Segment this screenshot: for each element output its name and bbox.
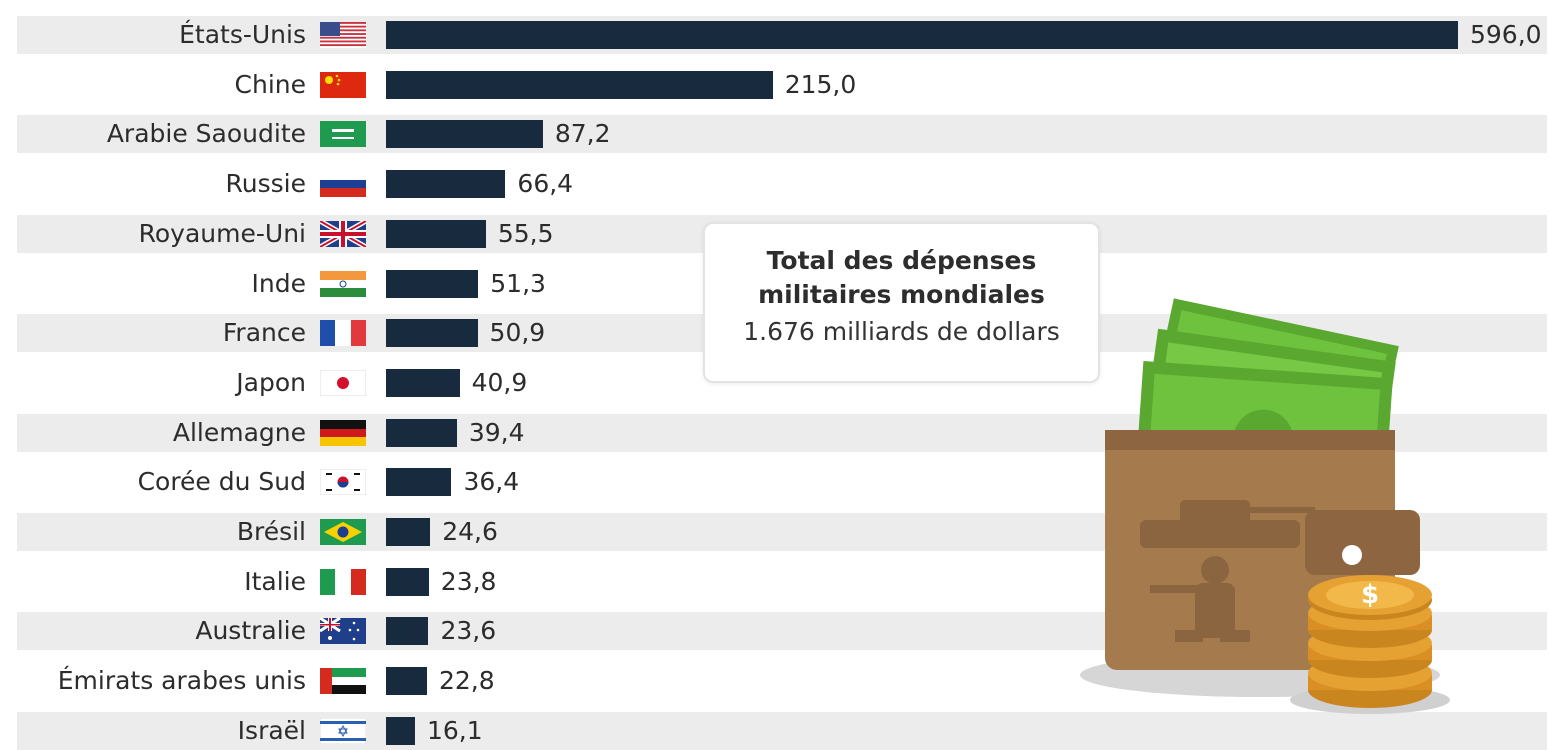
value-label: 40,9 <box>471 367 528 397</box>
value-label: 16,1 <box>426 715 483 745</box>
value-label: 24,6 <box>442 517 498 546</box>
category-label: Japon <box>236 367 306 397</box>
flag-fr-icon <box>320 320 366 347</box>
flag-gb-icon <box>320 220 366 247</box>
bar <box>386 418 457 447</box>
category-label: Australie <box>195 616 306 646</box>
category-label: France <box>222 318 306 348</box>
value-label: 23,6 <box>440 616 497 646</box>
flag-br-icon <box>320 519 366 545</box>
flag-cn-icon <box>320 71 366 98</box>
row-band <box>17 115 1547 154</box>
bar <box>386 567 429 596</box>
bar <box>386 617 429 646</box>
bar <box>386 219 486 248</box>
bar <box>386 667 427 696</box>
category-label: Chine <box>234 69 306 99</box>
flag-sa-icon <box>320 121 366 148</box>
category-label: Allemagne <box>172 417 306 447</box>
flag-jp-icon <box>320 369 366 396</box>
bar <box>386 518 431 546</box>
flag-il-icon <box>320 717 366 744</box>
value-label: 215,0 <box>784 69 857 99</box>
value-label: 39,4 <box>468 417 525 447</box>
value-label: 51,3 <box>490 268 546 298</box>
value-label: 36,4 <box>463 467 520 497</box>
value-label: 22,8 <box>439 666 495 696</box>
category-label: Royaume-Uni <box>138 218 306 248</box>
category-label: Italie <box>244 566 306 596</box>
category-label: États-Unis <box>179 20 306 49</box>
bar <box>386 120 543 149</box>
bar <box>386 70 773 99</box>
category-label: Inde <box>251 268 306 298</box>
bar <box>386 269 479 298</box>
flag-ru-icon <box>320 171 366 198</box>
category-label: Israël <box>237 715 306 745</box>
value-label: 66,4 <box>517 169 574 199</box>
bar <box>386 319 478 348</box>
bar <box>386 468 452 497</box>
callout-title: Total des dépenses militaires mondiales <box>705 244 1098 312</box>
flag-it-icon <box>320 568 366 595</box>
flag-ae-icon <box>320 668 366 695</box>
value-label: 596,0 <box>1470 20 1542 49</box>
wallet-money-coins-icon: $ <box>1080 298 1450 714</box>
category-label: Brésil <box>236 517 306 546</box>
bar <box>386 368 460 397</box>
category-label: Émirats arabes unis <box>57 666 306 696</box>
total-callout: Total des dépenses militaires mondiales … <box>703 222 1100 383</box>
value-label: 50,9 <box>489 318 546 348</box>
value-label: 23,8 <box>440 566 497 596</box>
row-band <box>17 711 1547 750</box>
category-label: Russie <box>225 169 306 199</box>
category-label: Arabie Saoudite <box>106 119 306 149</box>
callout-title-line2: militaires mondiales <box>758 280 1045 309</box>
value-label: 55,5 <box>497 218 554 248</box>
bar <box>386 170 506 199</box>
value-label: 87,2 <box>554 119 611 149</box>
flag-kr-icon <box>320 469 366 496</box>
flag-in-icon <box>320 270 366 297</box>
category-label: Corée du Sud <box>137 467 306 497</box>
flag-au-icon <box>320 618 366 645</box>
bar <box>386 21 1458 49</box>
callout-subtitle: 1.676 milliards de dollars <box>743 317 1060 346</box>
flag-de-icon <box>320 419 366 446</box>
svg-text:$: $ <box>1361 580 1379 610</box>
flag-us-icon <box>320 22 366 48</box>
bar <box>386 716 415 745</box>
callout-title-line1: Total des dépenses <box>766 246 1037 275</box>
